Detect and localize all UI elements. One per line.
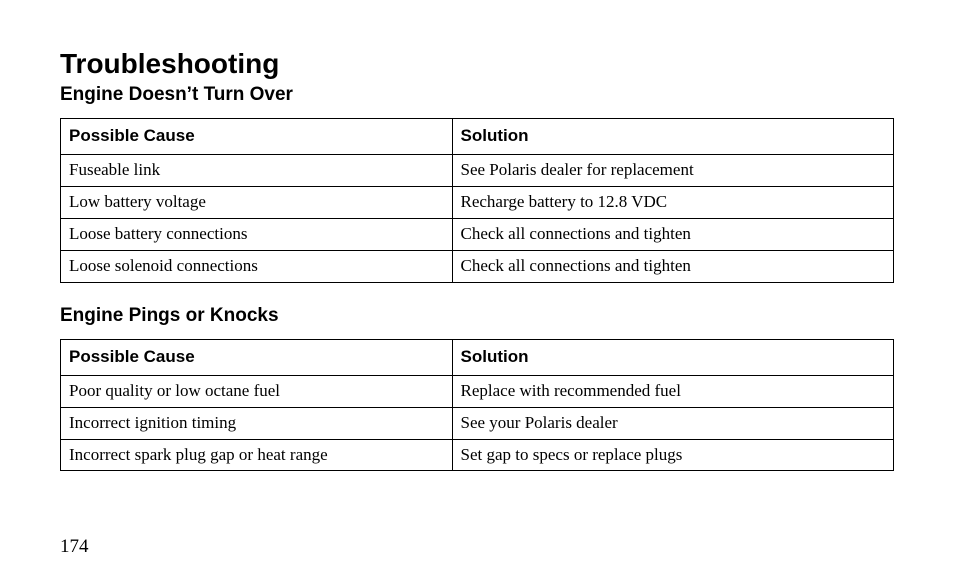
table-header-row: Possible Cause Solution (61, 119, 894, 155)
col-header-solution: Solution (452, 339, 894, 375)
page: Troubleshooting Engine Doesn’t Turn Over… (0, 0, 954, 588)
col-header-solution: Solution (452, 119, 894, 155)
cell-cause: Incorrect ignition timing (61, 407, 453, 439)
table-row: Poor quality or low octane fuel Replace … (61, 375, 894, 407)
col-header-cause: Possible Cause (61, 339, 453, 375)
cell-solution: See Polaris dealer for replacement (452, 154, 894, 186)
table-row: Fuseable link See Polaris dealer for rep… (61, 154, 894, 186)
col-header-cause: Possible Cause (61, 119, 453, 155)
cell-cause: Loose solenoid connections (61, 250, 453, 282)
cell-solution: Replace with recommended fuel (452, 375, 894, 407)
page-title: Troubleshooting (60, 48, 894, 80)
table-row: Low battery voltage Recharge battery to … (61, 186, 894, 218)
page-number: 174 (60, 536, 89, 558)
cell-cause: Loose battery connections (61, 218, 453, 250)
section-heading: Engine Doesn’t Turn Over (60, 84, 894, 106)
cell-cause: Low battery voltage (61, 186, 453, 218)
troubleshooting-table: Possible Cause Solution Fuseable link Se… (60, 118, 894, 283)
table-row: Incorrect ignition timing See your Polar… (61, 407, 894, 439)
table-row: Incorrect spark plug gap or heat range S… (61, 439, 894, 471)
table-row: Loose battery connections Check all conn… (61, 218, 894, 250)
table-row: Loose solenoid connections Check all con… (61, 250, 894, 282)
table-header-row: Possible Cause Solution (61, 339, 894, 375)
cell-solution: Set gap to specs or replace plugs (452, 439, 894, 471)
cell-solution: See your Polaris dealer (452, 407, 894, 439)
section-heading: Engine Pings or Knocks (60, 305, 894, 327)
cell-cause: Poor quality or low octane fuel (61, 375, 453, 407)
cell-solution: Check all connections and tighten (452, 250, 894, 282)
cell-cause: Incorrect spark plug gap or heat range (61, 439, 453, 471)
cell-solution: Recharge battery to 12.8 VDC (452, 186, 894, 218)
cell-solution: Check all connections and tighten (452, 218, 894, 250)
troubleshooting-table: Possible Cause Solution Poor quality or … (60, 339, 894, 472)
cell-cause: Fuseable link (61, 154, 453, 186)
